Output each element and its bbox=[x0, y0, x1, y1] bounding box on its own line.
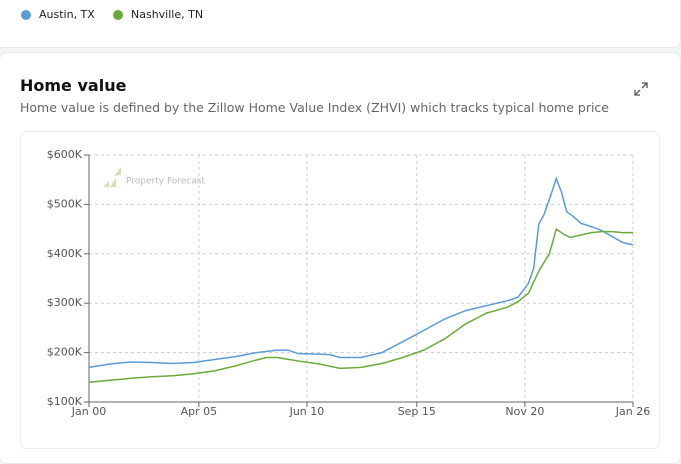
y-tick-label: $300K bbox=[47, 296, 83, 309]
x-tick-label: Jun 10 bbox=[289, 405, 325, 418]
y-tick-label: $200K bbox=[47, 346, 83, 359]
line-series bbox=[88, 176, 634, 369]
legend-item[interactable]: Austin, TX bbox=[21, 8, 95, 21]
y-tick-label: $600K bbox=[47, 148, 83, 161]
legend-dot bbox=[113, 9, 123, 20]
x-tick-label: Sep 15 bbox=[398, 405, 436, 418]
watermark-icon bbox=[103, 167, 121, 187]
x-tick-label: Jan 00 bbox=[71, 405, 106, 418]
x-tick-label: Jan 26 bbox=[615, 405, 650, 418]
expand-icon[interactable] bbox=[633, 81, 649, 97]
section-subtitle: Home value is defined by the Zillow Home… bbox=[20, 100, 609, 115]
x-tick-label: Nov 20 bbox=[505, 405, 544, 418]
legend-card: Austin, TX Nashville, TN bbox=[0, 0, 681, 48]
section-title: Home value bbox=[20, 76, 127, 95]
x-tick-label: Apr 05 bbox=[181, 405, 218, 418]
line-series bbox=[88, 227, 633, 383]
legend-label: Nashville, TN bbox=[131, 8, 204, 21]
legend-dot bbox=[21, 9, 31, 20]
y-tick-label: $500K bbox=[47, 197, 83, 210]
chart-card: Home value Home value is defined by the … bbox=[0, 52, 681, 464]
chart: Property Forecast $100K $200K $300K $400K $50… bbox=[47, 148, 650, 418]
watermark: Property Forecast bbox=[126, 177, 205, 187]
legend-item[interactable]: Nashville, TN bbox=[113, 8, 203, 21]
y-tick-label: $100K bbox=[47, 395, 83, 408]
legend-label: Austin, TX bbox=[39, 8, 95, 21]
y-tick-label: $400K bbox=[47, 247, 83, 260]
